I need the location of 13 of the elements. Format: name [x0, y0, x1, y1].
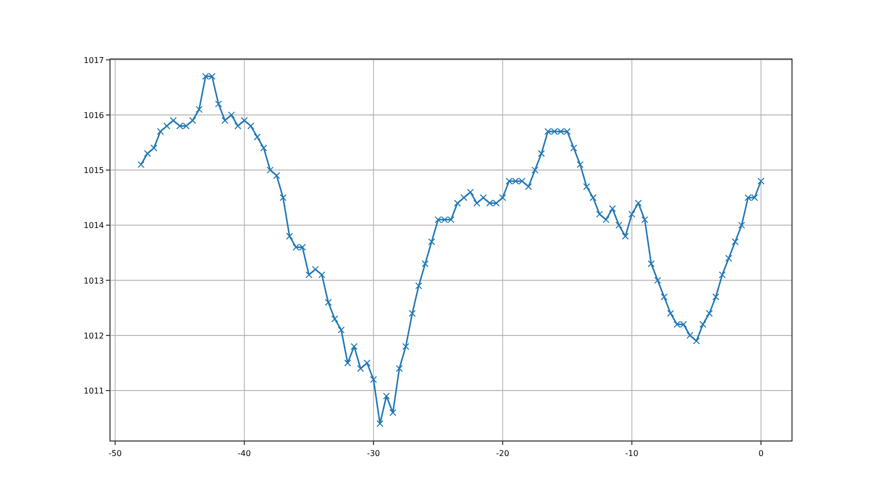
- x-tick-label: -40: [238, 449, 251, 458]
- x-tick-label: -10: [625, 449, 638, 458]
- y-tick-label: 1017: [84, 56, 104, 65]
- y-tick-label: 1012: [84, 331, 104, 340]
- y-tick-label: 1014: [84, 221, 104, 230]
- x-tick-label: -20: [496, 449, 510, 458]
- x-tick-label: -50: [108, 449, 122, 458]
- x-tick-label: 0: [758, 449, 764, 458]
- x-tick-label: -30: [366, 449, 380, 458]
- y-tick-label: 1011: [84, 386, 104, 396]
- y-tick-label: 1016: [84, 110, 104, 120]
- y-tick-label: 1013: [84, 276, 104, 286]
- y-tick-label: 1015: [84, 166, 104, 176]
